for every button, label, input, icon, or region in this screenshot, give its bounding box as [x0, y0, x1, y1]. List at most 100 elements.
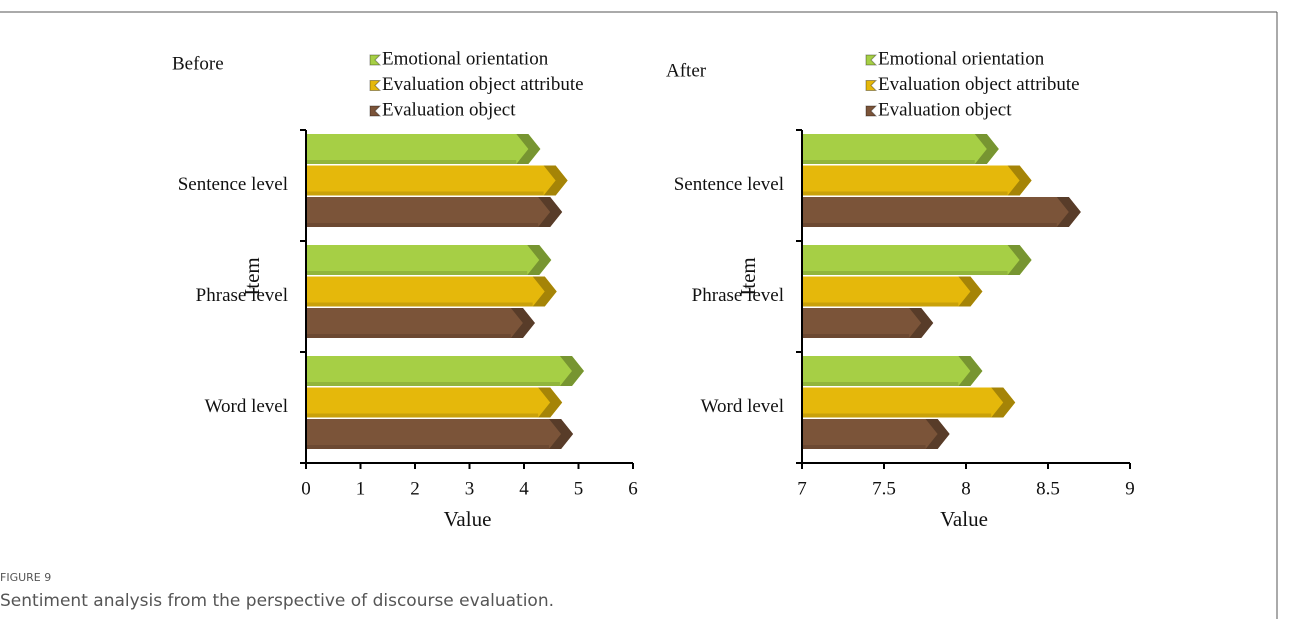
y-axis-title: Item — [736, 257, 760, 295]
legend-label: Evaluation object attribute — [878, 74, 1080, 95]
bar-tip-shade — [510, 308, 535, 338]
bar-shade — [803, 445, 926, 449]
bar-body — [803, 245, 1032, 275]
bar-body — [307, 134, 541, 164]
bar — [803, 197, 1081, 227]
bar-shade — [803, 334, 910, 338]
bar — [307, 419, 574, 449]
bar-shade — [307, 160, 517, 164]
bar-tip — [516, 134, 541, 164]
bar-tip — [538, 197, 563, 227]
x-tick-label: 3 — [465, 478, 475, 499]
bar-tip-shade — [516, 134, 541, 164]
bar — [803, 356, 983, 386]
bar-tip — [543, 165, 568, 196]
x-tick-label: 8.5 — [1036, 478, 1060, 499]
x-tick-label: 6 — [628, 478, 638, 499]
bar-tip — [510, 308, 535, 338]
bar-tip-shade — [909, 308, 934, 338]
bar-body — [803, 308, 934, 338]
bar — [307, 134, 541, 164]
x-tick-label: 8 — [961, 478, 971, 499]
category-label: Phrase level — [196, 285, 288, 306]
bar-tip-shade — [1056, 197, 1081, 227]
bar-tip — [958, 276, 983, 307]
bar — [803, 308, 934, 338]
legend-marker — [369, 80, 382, 91]
bar-shade — [307, 413, 539, 418]
bar-tip — [559, 356, 584, 386]
bar — [803, 419, 950, 449]
bar — [307, 276, 557, 307]
bar-tip-shade — [532, 276, 557, 307]
bar-body — [307, 308, 535, 338]
bar-shade — [803, 413, 992, 418]
bar-tip-shade — [549, 419, 574, 449]
bar-shade — [307, 382, 560, 386]
chart-title: After — [666, 60, 707, 81]
bar-shade — [803, 160, 975, 164]
bar-shade — [803, 302, 959, 307]
bar-tip — [958, 356, 983, 386]
legend-marker — [369, 105, 382, 117]
category-label: Word level — [701, 396, 784, 417]
bar-body — [307, 276, 557, 307]
bar-shade — [803, 191, 1008, 196]
bar-shade — [307, 334, 511, 338]
bar — [307, 245, 552, 275]
x-tick-label: 9 — [1125, 478, 1135, 499]
x-axis-title: Value — [940, 507, 988, 531]
bar-body — [307, 197, 563, 227]
bar-shade — [803, 382, 959, 386]
legend-label: Evaluation object attribute — [382, 74, 584, 95]
category-label: Sentence level — [674, 174, 784, 195]
legend-marker — [369, 54, 382, 66]
bar — [803, 134, 999, 164]
bar-body — [803, 356, 983, 386]
bar-shade — [307, 223, 539, 227]
x-tick-label: 2 — [410, 478, 420, 499]
bar-tip — [909, 308, 934, 338]
bar-tip — [1007, 245, 1032, 275]
legend-marker — [865, 105, 878, 117]
legend-label: Evaluation object — [878, 99, 1012, 120]
bar-tip — [527, 245, 552, 275]
bar-tip-shade — [559, 356, 584, 386]
figure-label: FIGURE 9 — [0, 571, 51, 584]
x-tick-label: 1 — [356, 478, 366, 499]
bar-body — [307, 245, 552, 275]
x-tick-label: 7 — [797, 478, 807, 499]
legend-label: Emotional orientation — [382, 48, 549, 69]
bar-tip-shade — [991, 387, 1016, 418]
bar-tip — [549, 419, 574, 449]
legend-label: Evaluation object — [382, 99, 516, 120]
bar-tip-shade — [1007, 245, 1032, 275]
bar-body — [803, 419, 950, 449]
x-tick-label: 0 — [301, 478, 311, 499]
x-tick-label: 5 — [574, 478, 584, 499]
figure-caption: Sentiment analysis from the perspective … — [0, 591, 554, 611]
category-label: Word level — [205, 396, 288, 417]
bar — [307, 165, 568, 196]
bar-tip-shade — [1007, 165, 1032, 196]
bar-shade — [307, 271, 528, 275]
bar-tip — [1007, 165, 1032, 196]
x-tick-label: 4 — [519, 478, 529, 499]
y-axis-title: Item — [240, 257, 264, 295]
bar-tip — [532, 276, 557, 307]
legend-marker — [865, 80, 878, 91]
bar-body — [803, 276, 983, 307]
bar-tip-shade — [527, 245, 552, 275]
bar — [803, 165, 1032, 196]
bar-tip — [991, 387, 1016, 418]
bar — [307, 356, 584, 386]
bar-tip-shade — [925, 419, 950, 449]
bar-tip-shade — [538, 197, 563, 227]
bar-tip-shade — [958, 356, 983, 386]
bar-body — [307, 419, 574, 449]
bar-tip-shade — [538, 387, 563, 418]
bar-shade — [307, 445, 550, 449]
x-tick-label: 7.5 — [872, 478, 896, 499]
bar-body — [803, 165, 1032, 196]
bar-tip-shade — [958, 276, 983, 307]
